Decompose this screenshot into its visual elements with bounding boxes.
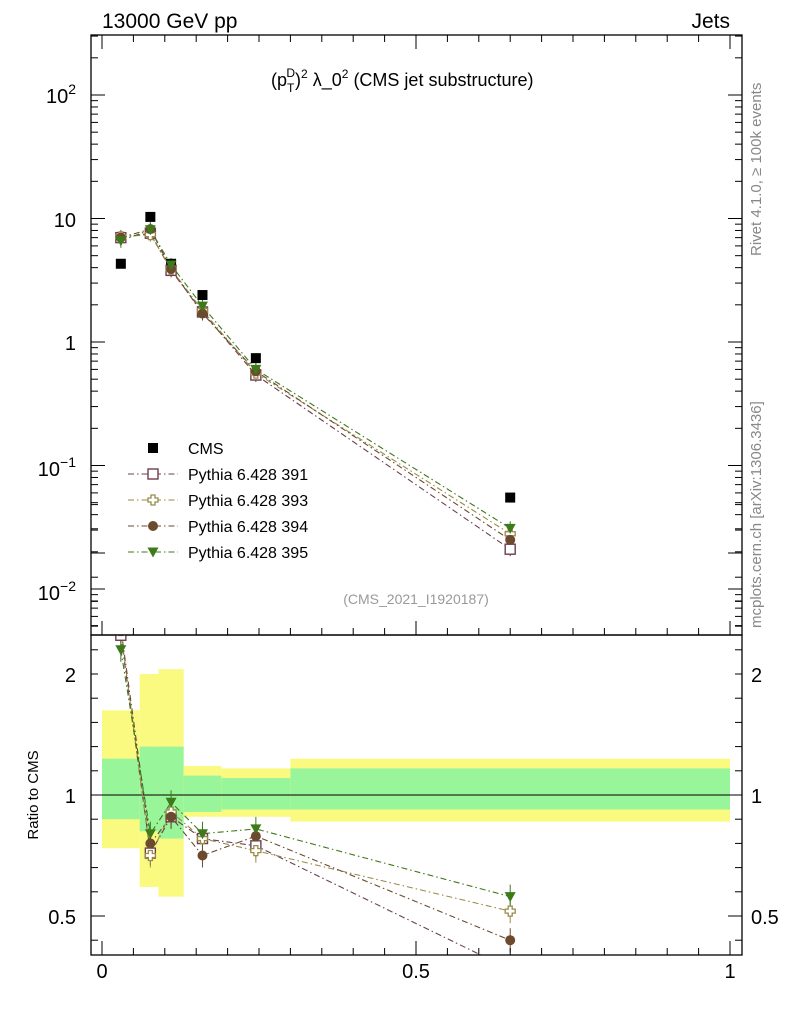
data-point-p391 <box>504 543 516 555</box>
data-point-p394 <box>197 308 208 319</box>
data-point-cms <box>250 353 261 364</box>
ratio-point-p395 <box>115 645 127 656</box>
ratio-y-tick-label-0.5-right: 0.5 <box>751 907 779 929</box>
data-point-p395 <box>504 523 516 534</box>
x-tick-label-0: 0 <box>96 961 107 983</box>
ratio-panel: 2 1 0.5 2 1 0.5 Ratio to CMS 0 0.5 1 <box>25 504 779 983</box>
header-jets-label: Jets <box>691 10 730 33</box>
x-tick-label-1: 1 <box>724 961 735 983</box>
legend-marker-p395 <box>147 547 159 558</box>
data-point-cms <box>115 258 126 269</box>
data-point-p395 <box>144 225 156 236</box>
ratio-point-p394 <box>116 623 126 633</box>
legend-label-p395: Pythia 6.428 395 <box>188 545 308 562</box>
ratio-y-axis-label: Ratio to CMS <box>25 750 42 839</box>
series-line-p394 <box>120 228 511 541</box>
ratio-marks-layer <box>115 623 516 955</box>
ratio-point-p395 <box>165 797 177 808</box>
main-y-tick-labels: 102 10 1 10−1 10−2 <box>38 81 76 605</box>
ratio-point-p394 <box>505 935 516 946</box>
ratio-point-p394 <box>250 831 261 842</box>
data-point-cms <box>197 290 208 301</box>
y-tick-label-0.01: 10−2 <box>38 578 76 605</box>
y-tick-label-10: 10 <box>54 210 76 232</box>
ratio-ticks-layer <box>91 504 742 955</box>
legend-marker-p391 <box>147 468 159 480</box>
rivet-version-label: Rivet 4.1.0, ≥ 100k events <box>748 83 765 256</box>
ratio-point-p394 <box>145 838 156 849</box>
data-point-p395 <box>165 260 177 271</box>
legend-label-p393: Pythia 6.428 393 <box>188 493 308 510</box>
y-tick-label-0.1: 10−1 <box>38 454 76 481</box>
series-line-p395 <box>120 229 511 529</box>
legend-label-p394: Pythia 6.428 394 <box>188 519 308 536</box>
x-tick-label-0.5: 0.5 <box>402 961 430 983</box>
ratio-point-p395 <box>250 824 262 835</box>
ratio-point-p393 <box>144 849 157 862</box>
ratio-line-p393 <box>120 635 511 912</box>
series-line-p393 <box>120 234 511 535</box>
uncertainty-band-inner <box>183 775 222 812</box>
ratio-y-tick-label-0.5-left: 0.5 <box>48 907 76 929</box>
legend-label-p391: Pythia 6.428 391 <box>188 467 308 484</box>
ratio-y-tick-label-2-right: 2 <box>751 665 762 687</box>
ratio-line-p391 <box>120 635 483 955</box>
ratio-point-p395 <box>196 829 208 840</box>
mcplots-label: mcplots.cern.ch [arXiv:1306.3436] <box>748 401 765 628</box>
main-marks-layer <box>115 211 516 557</box>
data-point-cms <box>145 211 156 222</box>
data-point-cms <box>505 492 516 503</box>
ratio-line-p394 <box>121 635 511 941</box>
main-ticks-layer <box>91 35 742 635</box>
legend-marker-p393 <box>147 494 159 506</box>
data-point-p395 <box>115 236 127 247</box>
y-tick-label-1: 1 <box>65 333 76 355</box>
chart-title: (pTD)2 λ_02 (CMS jet substructure) <box>271 66 533 95</box>
legend-marker-p394 <box>148 521 158 531</box>
ratio-point-p393 <box>118 635 124 637</box>
series-line-p391 <box>120 232 511 550</box>
analysis-id-label: (CMS_2021_I1920187) <box>343 591 489 607</box>
ratio-y-tick-label-2-left: 2 <box>65 665 76 687</box>
ratio-bands-layer <box>102 669 730 897</box>
ratio-point-p393 <box>250 845 262 857</box>
legend: CMS Pythia 6.428 391 Pythia 6.428 393 Pythi… <box>128 441 308 562</box>
data-point-p394 <box>505 534 516 545</box>
ratio-point-p393 <box>504 905 516 917</box>
header-collision-label: 13000 GeV pp <box>102 10 237 33</box>
ratio-line-p395 <box>120 649 511 898</box>
main-panel: 102 10 1 10−1 10−2 (pTD)2 λ_02 (CMS jet … <box>38 34 743 636</box>
ratio-point-p394 <box>197 850 208 861</box>
uncertainty-band-inner <box>290 768 730 810</box>
ratio-point-p395 <box>504 892 516 903</box>
ratio-point-p395 <box>144 829 156 840</box>
y-tick-label-100: 102 <box>46 81 76 108</box>
data-point-p395 <box>250 364 262 375</box>
uncertainty-band-inner <box>221 778 291 810</box>
ratio-point-p394 <box>166 811 177 822</box>
ratio-y-tick-label-1-left: 1 <box>65 786 76 808</box>
legend-label-cms: CMS <box>188 441 224 458</box>
data-point-p395 <box>196 301 208 312</box>
legend-marker-cms <box>148 443 158 453</box>
uncertainty-band-inner <box>102 758 140 820</box>
ratio-y-tick-label-1-right: 1 <box>751 786 762 808</box>
